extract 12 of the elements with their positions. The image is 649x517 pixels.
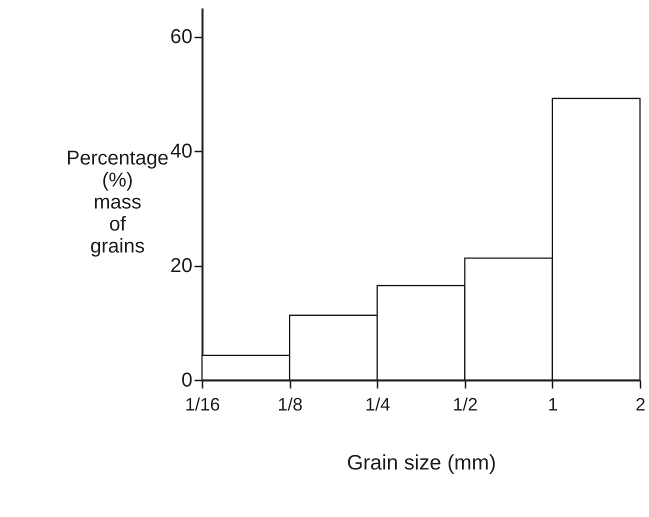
x-tick-label: 1/8 (278, 394, 303, 414)
y-tick-label: 20 (170, 255, 192, 278)
x-tick-label: 1 (548, 394, 558, 414)
y-tick-label: 60 (170, 26, 192, 48)
x-axis-title: Grain size (mm) (346, 452, 496, 474)
y-tick-label: 40 (170, 140, 192, 163)
x-tick-label: 1/4 (365, 394, 390, 414)
x-tick-label: 1/2 (452, 394, 478, 414)
y-tick-label: 0 (181, 370, 192, 392)
x-tick-label: 1/16 (184, 394, 220, 414)
x-tick-label: 2 (635, 394, 646, 414)
y-axis-title: Percentage (%) mass of grains (66, 148, 169, 258)
